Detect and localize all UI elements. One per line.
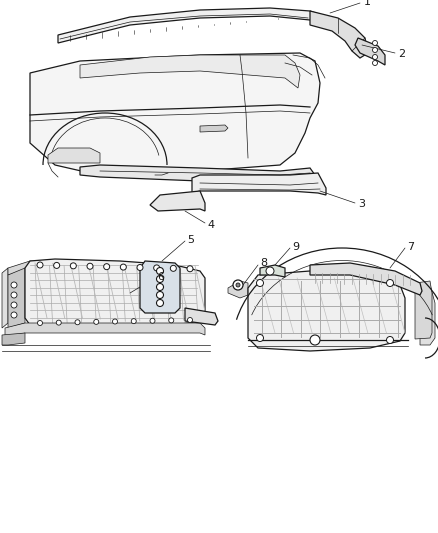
- Circle shape: [150, 318, 155, 323]
- Text: 5: 5: [187, 235, 194, 245]
- Circle shape: [156, 284, 163, 290]
- Circle shape: [236, 283, 240, 287]
- Circle shape: [170, 265, 177, 271]
- Circle shape: [75, 320, 80, 325]
- Circle shape: [137, 264, 143, 271]
- Circle shape: [310, 335, 320, 345]
- Circle shape: [37, 262, 43, 268]
- Polygon shape: [2, 268, 8, 328]
- Circle shape: [11, 282, 17, 288]
- Polygon shape: [228, 281, 248, 298]
- Text: 2: 2: [398, 49, 405, 59]
- Circle shape: [94, 319, 99, 325]
- Polygon shape: [420, 285, 435, 345]
- Polygon shape: [58, 8, 330, 43]
- Circle shape: [156, 300, 163, 306]
- Circle shape: [386, 336, 393, 343]
- Circle shape: [38, 320, 42, 326]
- Text: 8: 8: [260, 258, 267, 268]
- Circle shape: [169, 318, 174, 323]
- Polygon shape: [25, 259, 205, 328]
- Circle shape: [156, 292, 163, 298]
- Circle shape: [11, 302, 17, 308]
- Circle shape: [11, 292, 17, 298]
- Circle shape: [372, 41, 378, 45]
- Polygon shape: [415, 281, 432, 339]
- Circle shape: [71, 263, 76, 269]
- Polygon shape: [150, 191, 205, 211]
- Circle shape: [372, 61, 378, 66]
- Circle shape: [11, 312, 17, 318]
- Polygon shape: [80, 165, 315, 183]
- Circle shape: [54, 262, 60, 269]
- Polygon shape: [80, 55, 300, 88]
- Circle shape: [233, 280, 243, 290]
- Circle shape: [372, 47, 378, 52]
- Polygon shape: [185, 308, 218, 325]
- Polygon shape: [248, 271, 405, 351]
- Bar: [0, 251, 220, 533]
- Bar: [0, 0, 438, 253]
- Polygon shape: [5, 323, 205, 337]
- Circle shape: [87, 263, 93, 269]
- Polygon shape: [8, 261, 58, 275]
- Polygon shape: [355, 38, 385, 65]
- Polygon shape: [8, 268, 25, 328]
- Circle shape: [113, 319, 117, 324]
- Circle shape: [131, 319, 136, 324]
- Text: 7: 7: [407, 242, 414, 252]
- Polygon shape: [310, 11, 368, 58]
- Text: 4: 4: [207, 220, 214, 230]
- Polygon shape: [260, 265, 285, 277]
- Text: 6: 6: [157, 272, 164, 282]
- Circle shape: [156, 276, 163, 282]
- Polygon shape: [30, 53, 320, 175]
- Bar: [220, 251, 438, 533]
- Polygon shape: [310, 263, 422, 295]
- Circle shape: [156, 268, 163, 274]
- Circle shape: [372, 54, 378, 60]
- Circle shape: [257, 335, 264, 342]
- Text: 9: 9: [292, 242, 299, 252]
- Circle shape: [56, 320, 61, 325]
- Polygon shape: [48, 148, 100, 163]
- Polygon shape: [200, 125, 228, 132]
- Polygon shape: [192, 173, 326, 195]
- Circle shape: [120, 264, 126, 270]
- Circle shape: [266, 267, 274, 275]
- Text: 3: 3: [358, 199, 365, 209]
- Polygon shape: [2, 333, 25, 345]
- Polygon shape: [140, 261, 180, 313]
- Circle shape: [104, 264, 110, 270]
- Text: 1: 1: [364, 0, 371, 7]
- Circle shape: [187, 318, 192, 322]
- Circle shape: [187, 266, 193, 272]
- Circle shape: [257, 279, 264, 287]
- Circle shape: [386, 279, 393, 287]
- Circle shape: [154, 265, 160, 271]
